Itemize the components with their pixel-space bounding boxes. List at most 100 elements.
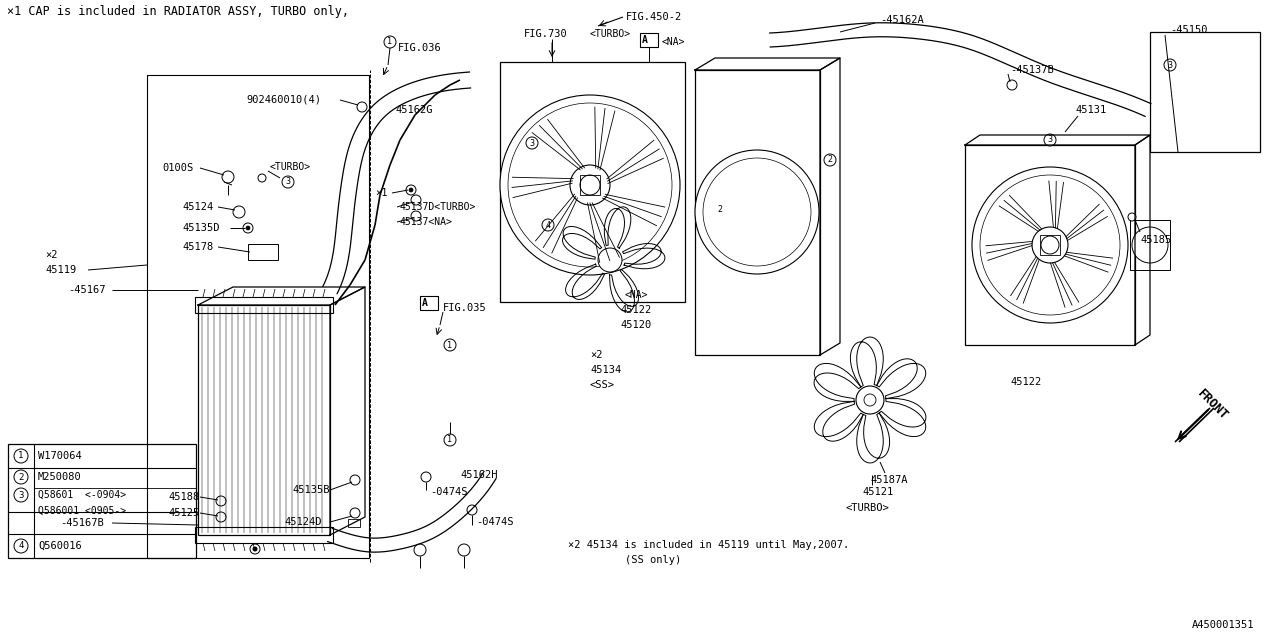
Circle shape — [349, 508, 360, 518]
Circle shape — [14, 470, 28, 484]
Text: 4: 4 — [545, 221, 550, 230]
Bar — [1149, 32, 1260, 152]
Text: 45187A: 45187A — [870, 475, 908, 485]
Text: -45137B: -45137B — [1010, 65, 1053, 75]
Circle shape — [411, 211, 421, 221]
Text: 45178: 45178 — [182, 242, 214, 252]
Circle shape — [221, 171, 234, 183]
Circle shape — [570, 165, 611, 205]
Text: 3: 3 — [530, 138, 535, 147]
Circle shape — [444, 339, 456, 351]
Text: 45119: 45119 — [45, 265, 77, 275]
Text: FIG.036: FIG.036 — [398, 43, 442, 53]
Bar — [1039, 235, 1060, 255]
Text: 4: 4 — [18, 541, 24, 550]
Text: <NA>: <NA> — [625, 290, 649, 300]
Circle shape — [14, 488, 28, 502]
Text: 45162H: 45162H — [460, 470, 498, 480]
Text: 902460010(4): 902460010(4) — [246, 95, 321, 105]
Circle shape — [411, 195, 421, 205]
Bar — [640, 33, 658, 47]
Circle shape — [508, 103, 672, 267]
Text: 45122: 45122 — [620, 305, 652, 315]
Text: Q58601  <-0904>: Q58601 <-0904> — [38, 490, 127, 500]
Text: 2: 2 — [827, 156, 832, 164]
Bar — [965, 145, 1135, 345]
Text: -45162A: -45162A — [881, 15, 924, 25]
Circle shape — [695, 150, 819, 274]
Circle shape — [216, 512, 227, 522]
Text: 45162G: 45162G — [396, 105, 433, 115]
Text: Q586001 <0905->: Q586001 <0905-> — [38, 506, 127, 516]
Bar — [198, 305, 330, 535]
Circle shape — [282, 176, 294, 188]
Text: <NA>: <NA> — [662, 37, 686, 47]
Text: (SS only): (SS only) — [625, 555, 681, 565]
Text: 45124: 45124 — [182, 202, 214, 212]
Bar — [500, 62, 685, 302]
Text: 45135B: 45135B — [292, 485, 329, 495]
Text: A: A — [422, 298, 428, 308]
Circle shape — [14, 539, 28, 553]
Bar — [420, 296, 438, 310]
Text: -45167: -45167 — [68, 285, 105, 295]
Text: 0100S: 0100S — [163, 163, 193, 173]
Text: -0474S: -0474S — [430, 487, 467, 497]
Circle shape — [1007, 80, 1018, 90]
Bar — [195, 297, 333, 313]
Text: 45188: 45188 — [168, 492, 200, 502]
Circle shape — [703, 158, 812, 266]
Circle shape — [384, 36, 396, 48]
Circle shape — [1041, 236, 1059, 254]
Text: 45120: 45120 — [620, 320, 652, 330]
Text: 45135D: 45135D — [182, 223, 219, 233]
Text: -45167B: -45167B — [60, 518, 104, 528]
Circle shape — [421, 472, 431, 482]
Circle shape — [246, 226, 250, 230]
Circle shape — [864, 394, 876, 406]
Circle shape — [410, 188, 413, 192]
Bar — [580, 175, 600, 195]
Text: M250080: M250080 — [38, 472, 82, 482]
Circle shape — [526, 137, 538, 149]
Text: ×1 CAP is included in RADIATOR ASSY, TURBO only,: ×1 CAP is included in RADIATOR ASSY, TUR… — [6, 6, 349, 19]
Text: 45121: 45121 — [861, 487, 893, 497]
Text: W170064: W170064 — [38, 451, 82, 461]
Text: <SS>: <SS> — [590, 380, 614, 390]
Bar — [348, 519, 360, 527]
Circle shape — [458, 544, 470, 556]
Text: ×2: ×2 — [45, 250, 58, 260]
Bar — [695, 70, 820, 355]
Text: Q560016: Q560016 — [38, 541, 82, 551]
Circle shape — [250, 544, 260, 554]
Text: A: A — [643, 35, 648, 45]
Text: 45185: 45185 — [1140, 235, 1171, 245]
Circle shape — [216, 496, 227, 506]
Text: <TURBO>: <TURBO> — [590, 29, 631, 39]
Circle shape — [824, 154, 836, 166]
Text: 3: 3 — [1167, 61, 1172, 70]
Text: FRONT: FRONT — [1196, 387, 1230, 423]
Circle shape — [856, 386, 884, 414]
Circle shape — [444, 434, 456, 446]
Text: ×2 45134 is included in 45119 until May,2007.: ×2 45134 is included in 45119 until May,… — [568, 540, 849, 550]
Circle shape — [243, 223, 253, 233]
Text: 2: 2 — [718, 205, 722, 214]
Circle shape — [1164, 59, 1176, 71]
Text: <TURBO>: <TURBO> — [270, 162, 311, 172]
Text: 3: 3 — [18, 490, 24, 499]
Circle shape — [500, 95, 680, 275]
Text: ×2: ×2 — [590, 350, 603, 360]
Circle shape — [406, 185, 416, 195]
Text: FIG.035: FIG.035 — [443, 303, 486, 313]
Text: 1: 1 — [448, 435, 453, 445]
Circle shape — [253, 547, 257, 551]
Circle shape — [259, 174, 266, 182]
Circle shape — [14, 449, 28, 463]
Text: 3: 3 — [285, 177, 291, 186]
Text: 1: 1 — [18, 451, 24, 461]
Bar — [8, 444, 196, 558]
Circle shape — [541, 219, 554, 231]
Text: -0474S: -0474S — [476, 517, 513, 527]
Text: 45125: 45125 — [168, 508, 200, 518]
